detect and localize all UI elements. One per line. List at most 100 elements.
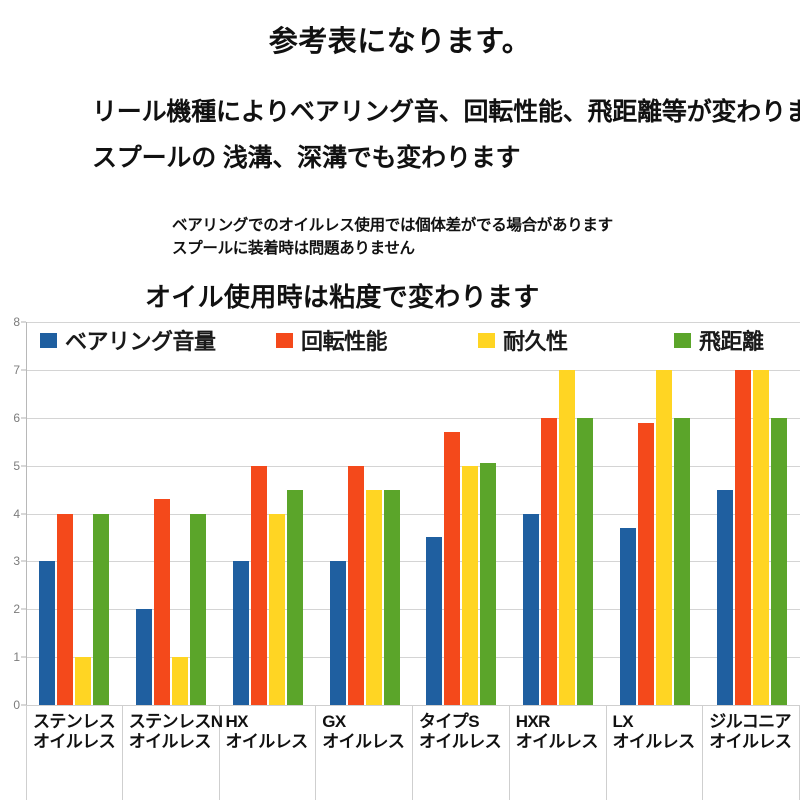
y-tick-mark-8 <box>21 321 26 323</box>
bar-2-5[interactable] <box>444 432 461 705</box>
category-label-line2: オイルレス <box>612 731 696 751</box>
bar-2-7[interactable] <box>637 422 654 705</box>
bar-1-6[interactable] <box>523 513 540 705</box>
legend-item-2[interactable]: 回転性能 <box>276 324 388 356</box>
category-label-line1: ジルコニア <box>709 712 791 731</box>
legend-item-1[interactable]: ベアリング音量 <box>40 324 216 356</box>
bar-2-4[interactable] <box>347 465 364 705</box>
bar-group <box>220 322 317 705</box>
y-tick-mark-1 <box>21 656 26 658</box>
bar-1-4[interactable] <box>329 561 346 705</box>
chart-legend: ベアリング音量 回転性能 耐久性 飛距離 <box>26 323 800 357</box>
y-tick-mark-0 <box>21 704 26 706</box>
bar-3-7[interactable] <box>655 369 672 705</box>
bar-2-2[interactable] <box>154 499 171 705</box>
gridline-7 <box>27 369 800 371</box>
category-label-line2: オイルレス <box>33 731 116 751</box>
gridline-2 <box>27 609 800 611</box>
gridline-3 <box>27 561 800 563</box>
bar-4-6[interactable] <box>577 417 594 705</box>
bar-group <box>510 322 607 705</box>
gridline-5 <box>27 465 800 467</box>
bar-4-7[interactable] <box>673 417 690 705</box>
category-label-6: HXR オイルレス <box>510 706 607 800</box>
bar-3-5[interactable] <box>462 465 479 705</box>
bar-4-8[interactable] <box>770 417 787 705</box>
bar-group <box>703 322 800 705</box>
bar-1-8[interactable] <box>716 489 733 705</box>
y-tick-label-3: 3 <box>13 554 20 569</box>
bar-3-3[interactable] <box>268 513 285 705</box>
bar-4-3[interactable] <box>286 489 303 705</box>
y-tick-label-6: 6 <box>13 410 20 425</box>
y-tick-label-8: 8 <box>13 315 20 329</box>
description-line-1: リール機種によりベアリング音、回転性能、飛距離等が変わります。 <box>92 98 800 126</box>
y-tick-label-2: 2 <box>13 602 20 617</box>
page-title: 参考表になります。 <box>268 26 532 58</box>
gridline-4 <box>27 513 800 515</box>
y-tick-mark-3 <box>21 560 26 562</box>
bar-3-4[interactable] <box>365 489 382 705</box>
subtitle: オイル使用時は粘度で変わります <box>145 282 540 312</box>
bar-1-1[interactable] <box>39 561 56 705</box>
y-tick-mark-7 <box>21 369 26 371</box>
category-label-4: GX オイルレス <box>316 706 413 800</box>
bar-3-2[interactable] <box>172 657 189 705</box>
category-label-line2: オイルレス <box>515 731 599 751</box>
chart-bars <box>26 322 800 705</box>
category-label-line2: オイルレス <box>128 731 212 751</box>
x-axis-categories: ステンレス オイルレス ステンレスN オイルレス HX オイルレス GX オイルレス タイプS オ… <box>26 705 800 800</box>
category-label-line2: オイルレス <box>225 731 309 751</box>
legend-label: 飛距離 <box>699 329 764 354</box>
bar-3-8[interactable] <box>752 369 769 705</box>
category-label-2: ステンレスN オイルレス <box>123 706 223 800</box>
bar-group <box>123 322 220 705</box>
description-line-2: スプールの 浅溝、深溝でも変わります <box>92 144 521 172</box>
bar-1-5[interactable] <box>426 537 443 705</box>
category-label-7: LX オイルレス <box>607 706 704 800</box>
y-tick-label-4: 4 <box>13 506 20 521</box>
gridline-6 <box>27 417 800 419</box>
bar-2-3[interactable] <box>250 465 267 705</box>
legend-swatch-icon <box>478 332 495 348</box>
category-label-8: ジルコニア オイルレス <box>703 706 800 800</box>
bar-4-5[interactable] <box>480 463 497 705</box>
bar-1-3[interactable] <box>232 561 249 705</box>
bar-3-6[interactable] <box>559 369 576 705</box>
bar-1-2[interactable] <box>136 609 153 705</box>
category-label-3: HX オイルレス <box>220 706 317 800</box>
legend-swatch-icon <box>674 332 691 348</box>
bar-group <box>26 322 123 705</box>
bar-1-7[interactable] <box>619 527 636 705</box>
category-label-line1: LX <box>612 712 634 731</box>
y-tick-mark-2 <box>21 608 26 610</box>
category-label-line2: オイルレス <box>322 731 405 751</box>
legend-item-3[interactable]: 耐久性 <box>478 324 568 356</box>
y-tick-mark-4 <box>21 513 26 514</box>
bar-3-1[interactable] <box>75 657 92 705</box>
bar-2-1[interactable] <box>57 513 74 705</box>
bar-2-6[interactable] <box>541 417 558 705</box>
legend-item-4[interactable]: 飛距離 <box>674 324 764 356</box>
category-label-line2: オイルレス <box>419 731 502 751</box>
category-label-line2: オイルレス <box>709 731 792 751</box>
legend-label: ベアリング音量 <box>65 329 216 354</box>
legend-swatch-icon <box>40 332 57 348</box>
legend-label: 耐久性 <box>503 329 568 354</box>
bar-4-2[interactable] <box>190 513 207 705</box>
gridline-1 <box>27 657 800 659</box>
bar-4-1[interactable] <box>93 513 110 705</box>
category-label-line1: ステンレス <box>33 712 116 731</box>
category-label-line1: タイプS <box>419 712 480 731</box>
bar-group <box>316 322 413 705</box>
note-line-1: ベアリングでのオイルレス使用では個体差がでる場合があります <box>172 217 613 234</box>
y-tick-label-5: 5 <box>13 458 20 473</box>
category-label-5: タイプS オイルレス <box>413 706 510 800</box>
category-label-line1: GX <box>322 712 346 731</box>
bar-2-8[interactable] <box>734 369 751 705</box>
bar-4-4[interactable] <box>383 489 400 705</box>
category-label-line1: HX <box>225 712 249 731</box>
bar-group <box>607 322 704 705</box>
